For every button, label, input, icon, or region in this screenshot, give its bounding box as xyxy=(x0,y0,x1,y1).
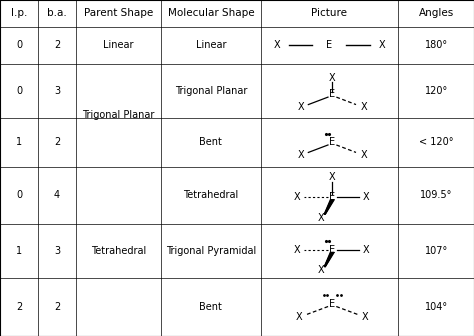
Text: 0: 0 xyxy=(16,191,22,200)
Text: 1: 1 xyxy=(16,246,22,256)
Text: Linear: Linear xyxy=(196,40,226,50)
Text: Trigonal Planar: Trigonal Planar xyxy=(82,110,155,120)
Text: X: X xyxy=(274,40,281,50)
Text: 0: 0 xyxy=(16,86,22,96)
Text: 180°: 180° xyxy=(425,40,447,50)
Text: X: X xyxy=(318,265,324,276)
Text: < 120°: < 120° xyxy=(419,137,453,147)
Text: 120°: 120° xyxy=(424,86,448,96)
Text: 3: 3 xyxy=(54,86,60,96)
Text: 107°: 107° xyxy=(424,246,448,256)
Text: 1: 1 xyxy=(16,137,22,147)
Text: Tetrahedral: Tetrahedral xyxy=(91,246,146,256)
Text: Tetrahedral: Tetrahedral xyxy=(183,191,238,200)
Text: X: X xyxy=(297,150,304,160)
Text: X: X xyxy=(329,73,336,83)
Text: 2: 2 xyxy=(54,40,60,50)
Text: b.a.: b.a. xyxy=(47,8,67,18)
Text: 0: 0 xyxy=(16,40,22,50)
Text: X: X xyxy=(294,245,301,255)
Text: Linear: Linear xyxy=(103,40,134,50)
Text: X: X xyxy=(360,150,367,160)
Text: E: E xyxy=(329,137,335,147)
Text: E: E xyxy=(329,89,335,99)
Text: Trigonal Pyramidal: Trigonal Pyramidal xyxy=(166,246,256,256)
Text: Bent: Bent xyxy=(200,137,222,147)
Text: X: X xyxy=(378,40,385,50)
Text: 2: 2 xyxy=(16,302,22,312)
Text: Parent Shape: Parent Shape xyxy=(84,8,153,18)
Text: X: X xyxy=(296,312,302,322)
Text: Molecular Shape: Molecular Shape xyxy=(168,8,254,18)
Text: E: E xyxy=(329,299,335,309)
Text: Angles: Angles xyxy=(419,8,454,18)
Text: E: E xyxy=(329,192,335,202)
Text: X: X xyxy=(318,213,324,223)
Text: Bent: Bent xyxy=(200,302,222,312)
Text: E: E xyxy=(329,245,335,255)
Text: X: X xyxy=(360,102,367,112)
Bar xyxy=(77,223,160,225)
Text: Trigonal Planar: Trigonal Planar xyxy=(175,86,247,96)
Text: 2: 2 xyxy=(54,302,60,312)
Text: 3: 3 xyxy=(54,246,60,256)
Text: 109.5°: 109.5° xyxy=(420,191,452,200)
Text: X: X xyxy=(294,192,301,202)
Text: E: E xyxy=(327,40,332,50)
Text: X: X xyxy=(297,102,304,112)
Text: X: X xyxy=(363,245,370,255)
Text: Picture: Picture xyxy=(311,8,347,18)
Text: l.p.: l.p. xyxy=(11,8,27,18)
Bar xyxy=(77,63,160,66)
Text: 2: 2 xyxy=(54,137,60,147)
Bar xyxy=(77,165,160,168)
Text: 4: 4 xyxy=(54,191,60,200)
Text: X: X xyxy=(362,312,368,322)
Text: X: X xyxy=(363,192,370,202)
Text: 104°: 104° xyxy=(425,302,447,312)
Text: X: X xyxy=(329,172,336,182)
